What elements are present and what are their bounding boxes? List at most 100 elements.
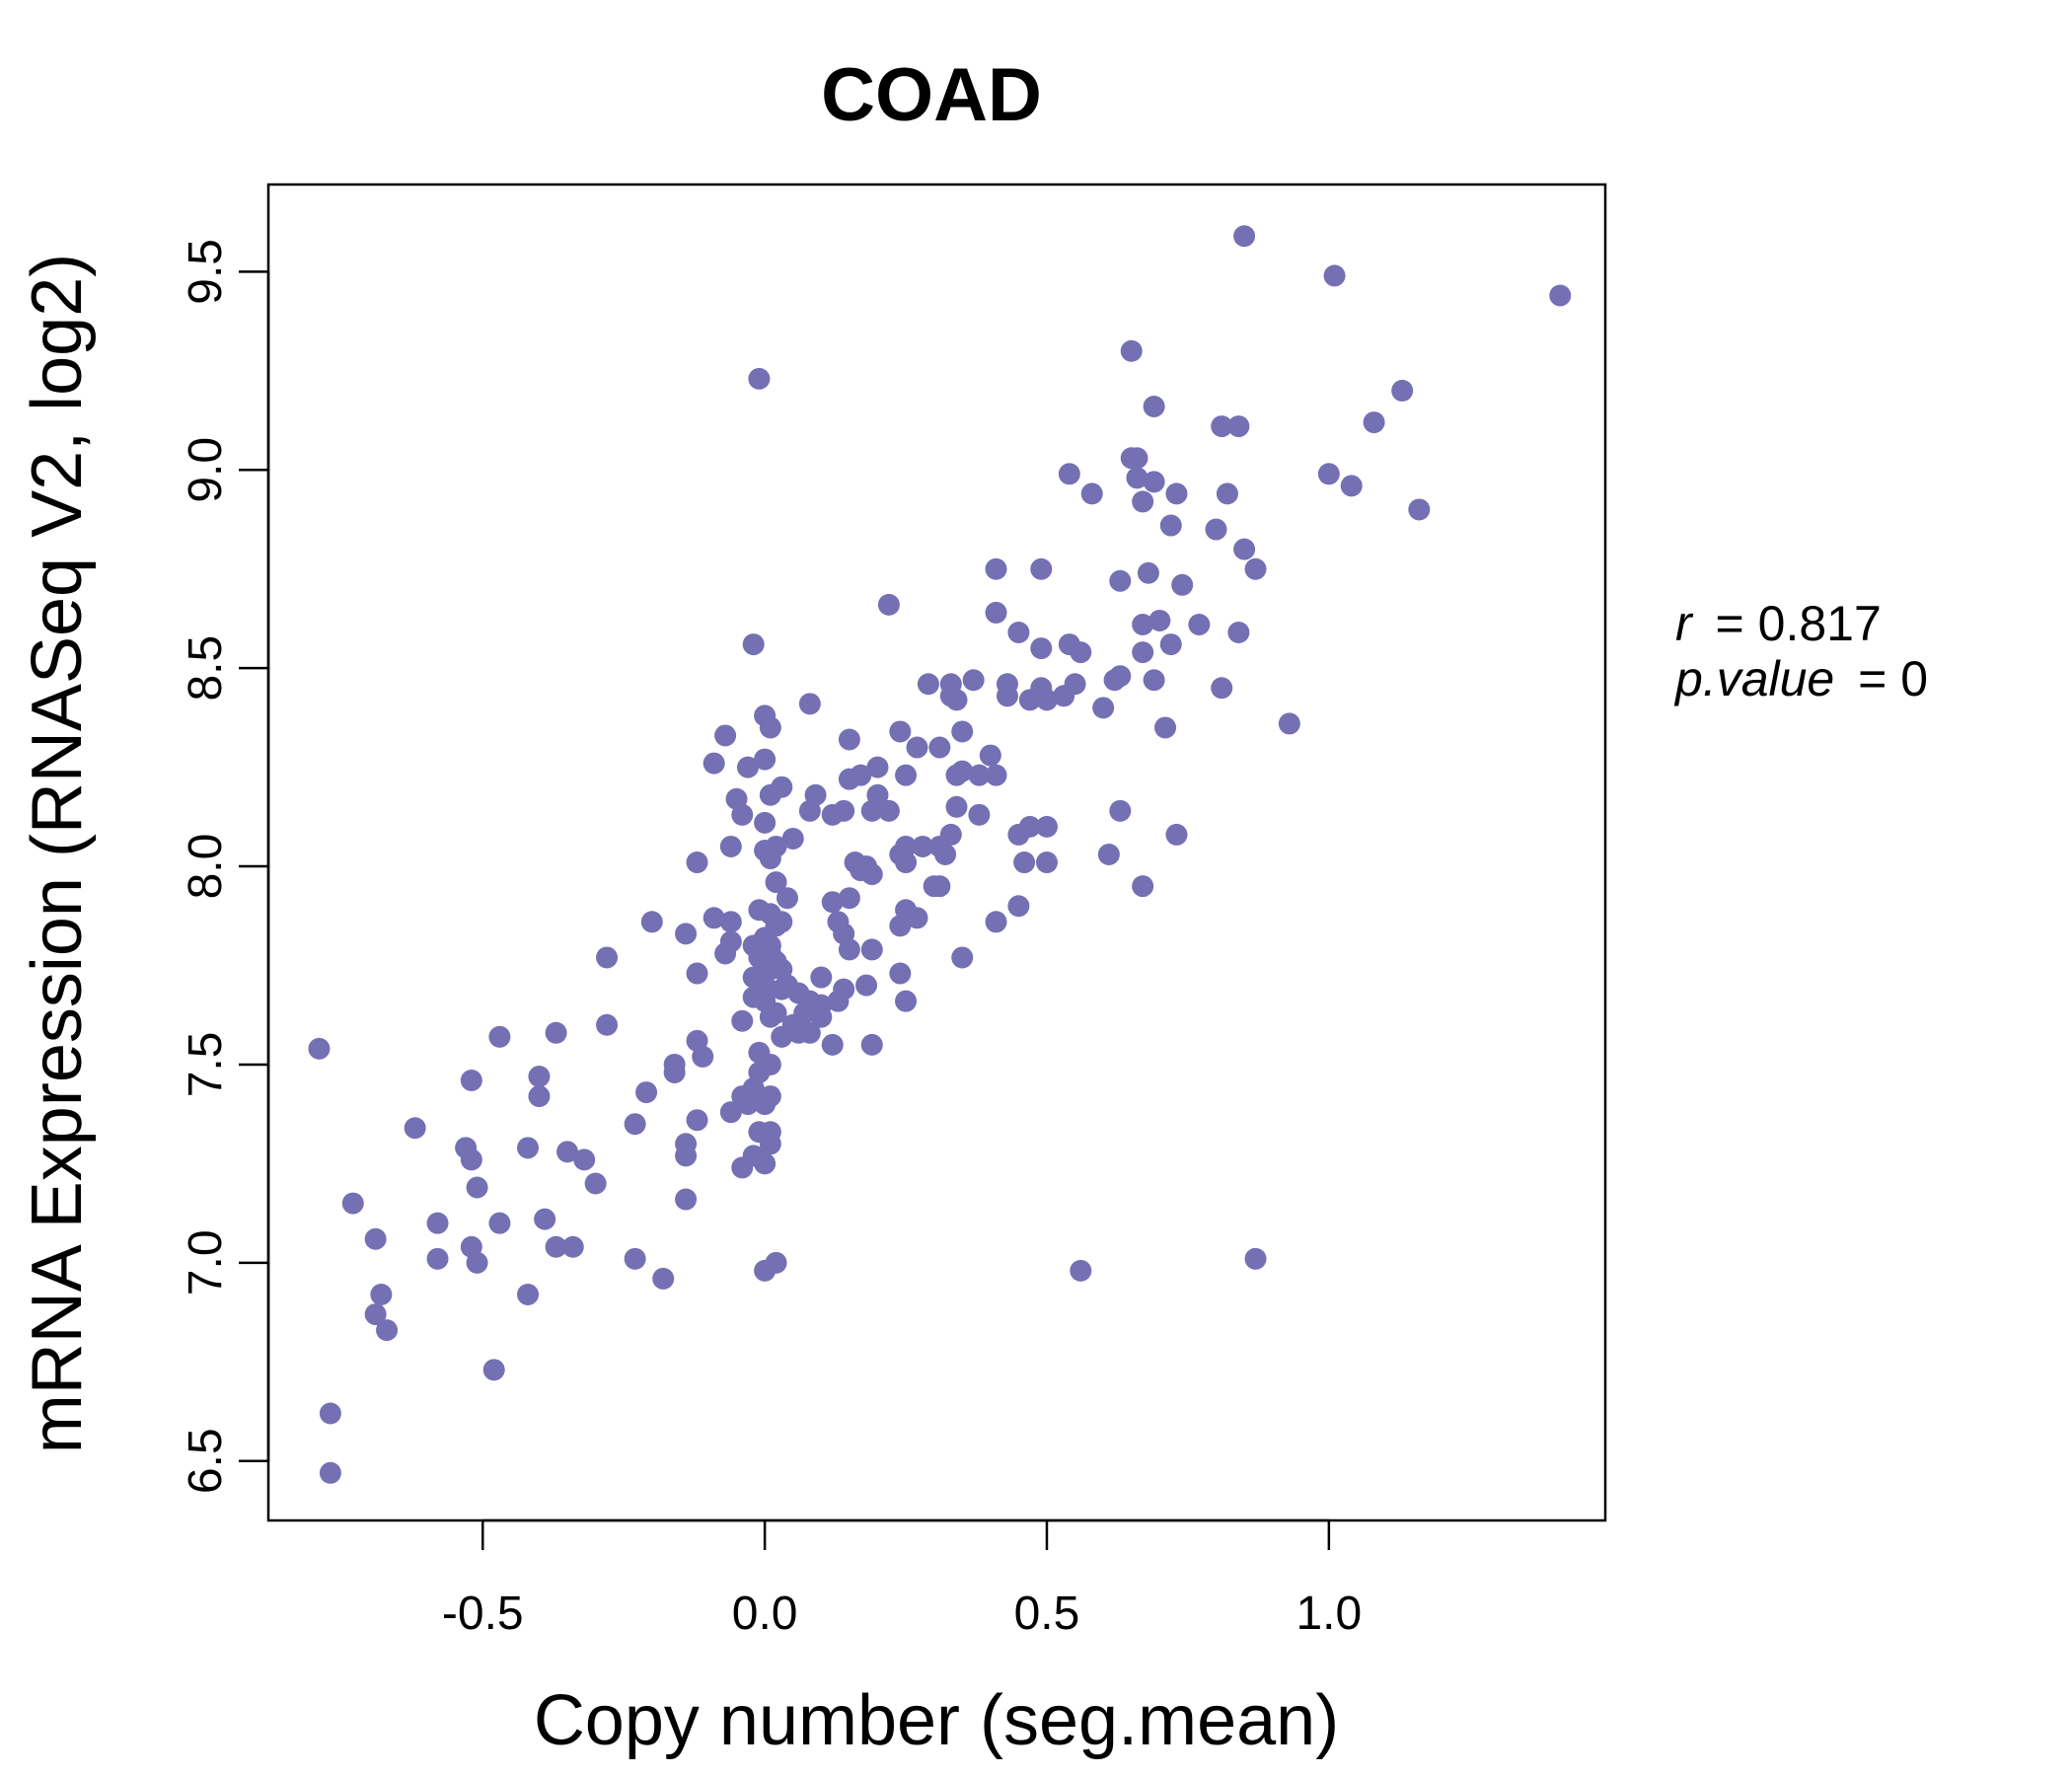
data-point <box>1132 613 1154 635</box>
data-point <box>376 1319 399 1342</box>
data-point <box>821 1033 844 1056</box>
x-axis: -0.5 0.0 0.5 1.0 <box>442 1518 1362 1640</box>
data-point <box>860 938 883 961</box>
data-point <box>895 851 918 874</box>
data-point <box>482 1359 505 1381</box>
y-axis: 6.5 7.0 7.5 8.0 8.5 9.0 9.5 <box>180 239 270 1494</box>
data-point <box>1070 641 1092 664</box>
data-point <box>686 851 708 874</box>
data-point <box>1120 339 1143 362</box>
data-point <box>640 911 663 933</box>
data-point <box>748 367 771 390</box>
data-point <box>877 593 900 616</box>
x-axis-title: Copy number (seg.mean) <box>534 1681 1339 1760</box>
data-point <box>1227 622 1250 644</box>
data-point <box>985 911 1007 933</box>
p-stat: p.value = 0 <box>1673 651 1928 706</box>
data-point <box>404 1117 426 1140</box>
data-point <box>1205 518 1227 541</box>
data-point <box>860 799 883 822</box>
data-point <box>906 907 928 929</box>
data-point <box>850 764 872 786</box>
data-point <box>466 1176 488 1199</box>
data-points <box>308 225 1572 1484</box>
data-point <box>714 942 737 965</box>
data-point <box>838 887 860 910</box>
data-point <box>754 748 777 771</box>
data-point <box>663 1061 686 1083</box>
data-point <box>1143 395 1165 417</box>
data-point <box>561 1235 584 1258</box>
data-point <box>460 1070 482 1092</box>
data-point <box>1549 284 1572 307</box>
data-point <box>1408 498 1431 521</box>
data-point <box>781 827 804 850</box>
p-label: p.value <box>1673 651 1834 706</box>
data-point <box>1132 875 1154 898</box>
data-point <box>1007 622 1030 644</box>
data-point <box>364 1227 387 1250</box>
data-point <box>1233 225 1256 248</box>
data-point <box>877 799 900 822</box>
data-point <box>1097 844 1120 866</box>
data-point <box>1143 471 1165 493</box>
data-point <box>488 1212 511 1234</box>
data-point <box>838 728 860 751</box>
data-point <box>528 1066 551 1088</box>
data-point <box>516 1137 539 1159</box>
data-point <box>985 601 1007 624</box>
data-point <box>319 1461 341 1484</box>
data-point <box>889 720 912 743</box>
data-point <box>1278 712 1300 735</box>
data-point <box>754 811 777 834</box>
data-point <box>1143 669 1165 692</box>
data-point <box>754 1259 777 1282</box>
data-point <box>584 1172 607 1195</box>
data-point <box>534 1208 556 1230</box>
data-point <box>1244 1247 1267 1270</box>
data-point <box>759 1133 781 1155</box>
data-point <box>771 978 793 1000</box>
data-point <box>917 673 939 696</box>
data-point <box>1323 264 1346 287</box>
data-point <box>1080 482 1103 505</box>
data-point <box>1058 463 1080 485</box>
data-point <box>895 764 918 786</box>
data-point <box>426 1212 449 1234</box>
data-point <box>1132 490 1154 513</box>
data-point <box>1340 475 1363 497</box>
y-tick-label: 8.5 <box>180 635 232 702</box>
data-point <box>798 693 821 715</box>
y-axis-title: mRNA Expression (RNASeq V2, log2) <box>18 254 97 1453</box>
data-point <box>1070 1259 1092 1282</box>
data-point <box>810 966 833 989</box>
data-point <box>556 1141 579 1163</box>
data-point <box>675 923 698 945</box>
data-point <box>776 887 798 910</box>
data-point <box>624 1113 646 1136</box>
data-point <box>675 1145 698 1167</box>
data-point <box>308 1037 331 1060</box>
data-point <box>1171 573 1194 596</box>
data-point <box>833 923 855 945</box>
data-point <box>1211 677 1233 700</box>
data-point <box>1391 379 1414 402</box>
data-point <box>1018 815 1041 838</box>
r-value: 0.817 <box>1758 596 1882 651</box>
chart-title: COAD <box>821 53 1042 137</box>
data-point <box>1132 641 1154 664</box>
data-point <box>1053 685 1075 707</box>
data-point <box>860 863 883 886</box>
data-point <box>906 736 928 759</box>
data-point <box>798 1021 821 1044</box>
data-point <box>1007 895 1030 918</box>
data-point <box>1109 665 1132 688</box>
data-point <box>1148 609 1171 631</box>
data-point <box>545 1021 567 1044</box>
x-tick-label: 0.5 <box>1014 1588 1080 1640</box>
data-point <box>364 1303 387 1326</box>
data-point <box>703 907 725 929</box>
data-point <box>1154 716 1177 739</box>
data-point <box>1109 569 1132 592</box>
r-stat: r = 0.817 <box>1675 596 1882 651</box>
